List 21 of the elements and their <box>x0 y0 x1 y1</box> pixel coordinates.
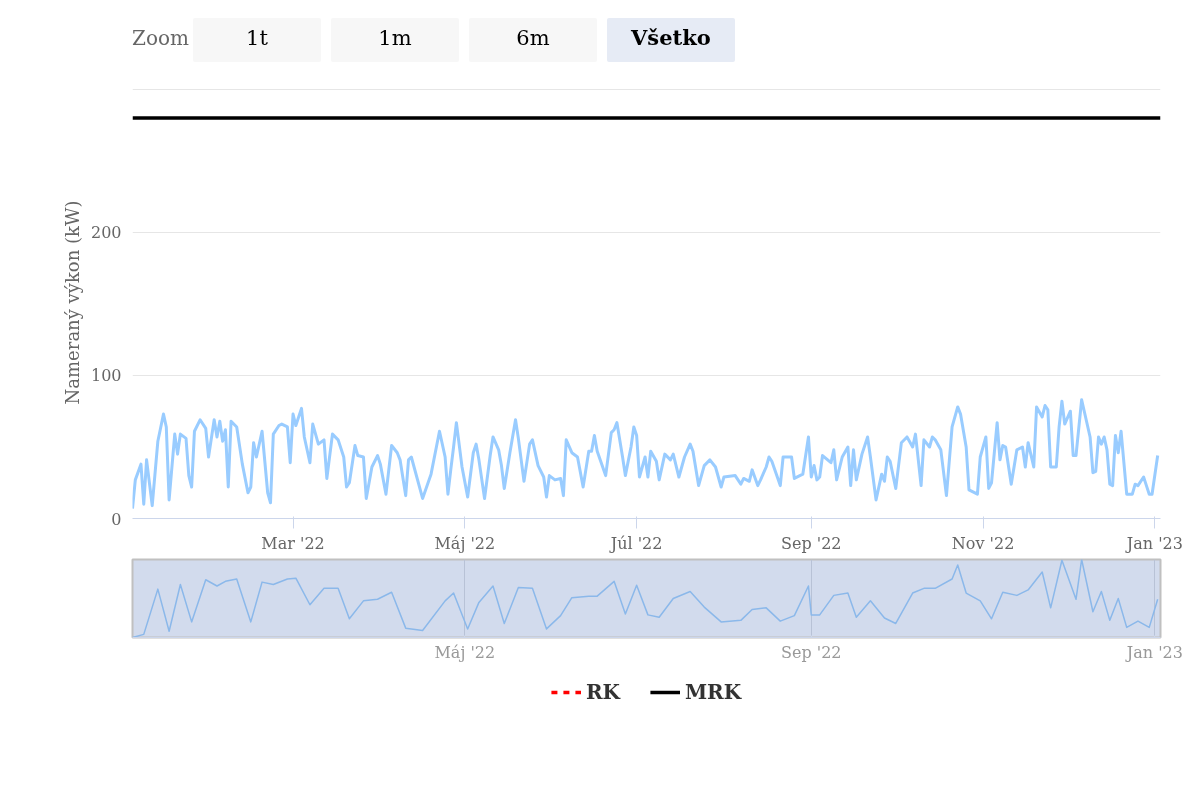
text: RK <box>585 680 620 704</box>
line-series <box>132 398 1160 510</box>
x-tick-label: Júl '22 <box>608 533 663 553</box>
x-tick-label: Sep '22 <box>781 642 842 662</box>
x-tick-label: Mar '22 <box>261 533 325 553</box>
x-tick-label: Máj '22 <box>434 533 496 553</box>
y-tick-label: 100 <box>90 366 122 386</box>
y-tick-label: 200 <box>90 223 122 243</box>
x-tick-label: Máj '22 <box>434 642 496 662</box>
legend-label: MRK <box>684 680 742 704</box>
x-tick-label: Jan '23 <box>1124 642 1183 662</box>
x-tick-label: Nov '22 <box>951 533 1015 553</box>
text: 1t <box>192 18 321 62</box>
x-tick-label: Sep '22 <box>781 533 842 553</box>
text: 6m <box>468 18 597 62</box>
x-tick-label: Jan '23 <box>1124 533 1183 553</box>
text: Zoom <box>132 26 189 50</box>
text: 1m <box>330 18 459 62</box>
y-axis-title: Nameraný výkon (kW) <box>61 200 83 405</box>
y-tick-label: 0 <box>111 509 122 529</box>
text: Všetko <box>606 18 735 62</box>
